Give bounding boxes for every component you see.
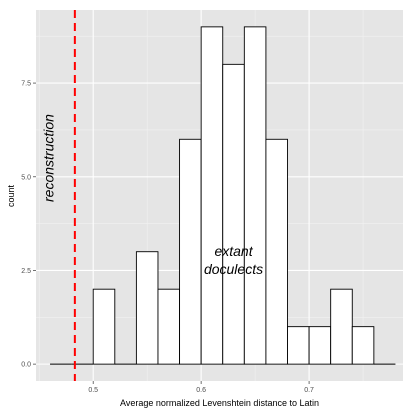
histogram-bars <box>50 26 396 365</box>
y-tick-label: 0.0 <box>21 362 31 369</box>
histogram-bar <box>265 138 288 365</box>
annotation-line: doculects <box>204 261 263 277</box>
x-tick-label: 0.7 <box>304 387 314 394</box>
histogram-bar <box>92 288 116 365</box>
histogram-bar <box>330 288 353 365</box>
y-axis-ticks: 0.0 2.5 5.0 7.5 <box>21 81 36 369</box>
histogram-bar <box>157 288 181 365</box>
histogram-bar <box>351 326 375 365</box>
histogram-bar <box>243 26 267 365</box>
annotations: reconstruction extant doculects <box>40 114 263 277</box>
annotation-line: reconstruction <box>40 114 56 202</box>
annotation-line: extant <box>214 243 253 259</box>
histogram-bar <box>135 251 159 365</box>
histogram-bar <box>179 138 202 365</box>
histogram-bar <box>200 26 224 365</box>
annotation-extant-doculects: extant doculects <box>204 243 263 277</box>
histogram-bar <box>308 326 332 365</box>
y-tick-label: 2.5 <box>21 268 31 275</box>
y-axis-title: count <box>6 184 16 207</box>
x-axis-ticks: 0.5 0.6 0.7 <box>88 381 314 394</box>
histogram-bar <box>287 326 310 365</box>
histogram-bar <box>222 63 245 365</box>
x-tick-label: 0.5 <box>88 387 98 394</box>
x-tick-label: 0.6 <box>196 387 206 394</box>
x-axis-title: Average normalized Levenshtein distance … <box>120 398 319 408</box>
y-tick-label: 7.5 <box>21 81 31 88</box>
y-tick-label: 5.0 <box>21 174 31 181</box>
annotation-reconstruction: reconstruction <box>40 114 56 202</box>
